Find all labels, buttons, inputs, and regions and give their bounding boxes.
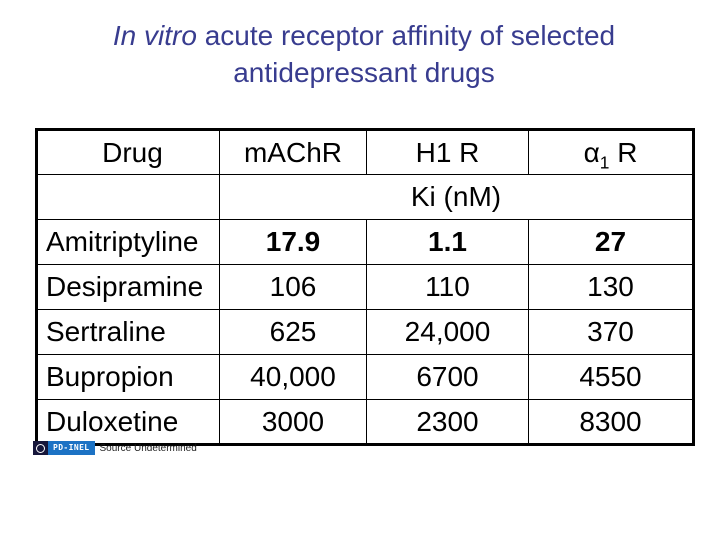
drug-name-cell: Sertraline [36,309,220,355]
h1r-value-cell: 24,000 [366,309,529,355]
receptor-affinity-table: Drug mAChR H1 R α1 R Ki (nM) Amitriptyli… [35,128,695,446]
machr-value-cell: 40,000 [219,354,367,400]
table-row: Bupropion 40,000 6700 4550 [36,354,694,400]
h1r-value-cell: 2300 [366,399,529,445]
h1r-value-cell: 110 [366,264,529,310]
a1r-value-cell: 130 [528,264,694,310]
table-row: Desipramine 106 110 130 [36,264,694,310]
title-italic-part: In vitro [112,20,197,51]
drug-name-cell: Bupropion [36,354,220,400]
a1r-value-cell: 370 [528,309,694,355]
title-line1-rest: acute receptor affinity of selected [196,20,616,51]
license-label: PD-INEL [48,441,95,455]
h1r-value-cell: 1.1 [366,219,529,265]
machr-value-cell: 17.9 [219,219,367,265]
col-header-drug: Drug [36,129,220,175]
table-units-row: Ki (nM) [36,174,694,220]
drug-name-cell: Duloxetine [36,399,220,445]
drug-name-cell: Amitriptyline [36,219,220,265]
a1r-value-cell: 8300 [528,399,694,445]
source-text: Source Undetermined [99,442,197,454]
circle-glyph [36,443,45,453]
col-header-machr: mAChR [219,129,367,175]
table-header-row: Drug mAChR H1 R α1 R [36,129,694,175]
alpha-subscript: 1 [599,152,610,173]
col-header-a1r: α1 R [528,129,694,175]
a1r-value-cell: 27 [528,219,694,265]
title-line-1: In vitro acute receptor affinity of sele… [0,17,728,54]
col-header-h1r: H1 R [366,129,529,175]
h1r-value-cell: 6700 [366,354,529,400]
license-badge: PD-INEL Source Undetermined [33,441,197,455]
table-row: Sertraline 625 24,000 370 [36,309,694,355]
table-row: Duloxetine 3000 2300 8300 [36,399,694,445]
title-line-2: antidepressant drugs [233,57,495,88]
machr-value-cell: 106 [219,264,367,310]
machr-value-cell: 625 [219,309,367,355]
alpha-symbol: α [583,136,600,168]
slide-title: In vitro acute receptor affinity of sele… [0,17,728,91]
alpha-rest: R [609,136,638,168]
drug-name-cell: Desipramine [36,264,220,310]
ki-units-cell: Ki (nM) [219,174,694,220]
public-domain-icon [33,441,48,455]
a1r-value-cell: 4550 [528,354,694,400]
machr-value-cell: 3000 [219,399,367,445]
table-row: Amitriptyline 17.9 1.1 27 [36,219,694,265]
empty-cell [36,174,220,220]
